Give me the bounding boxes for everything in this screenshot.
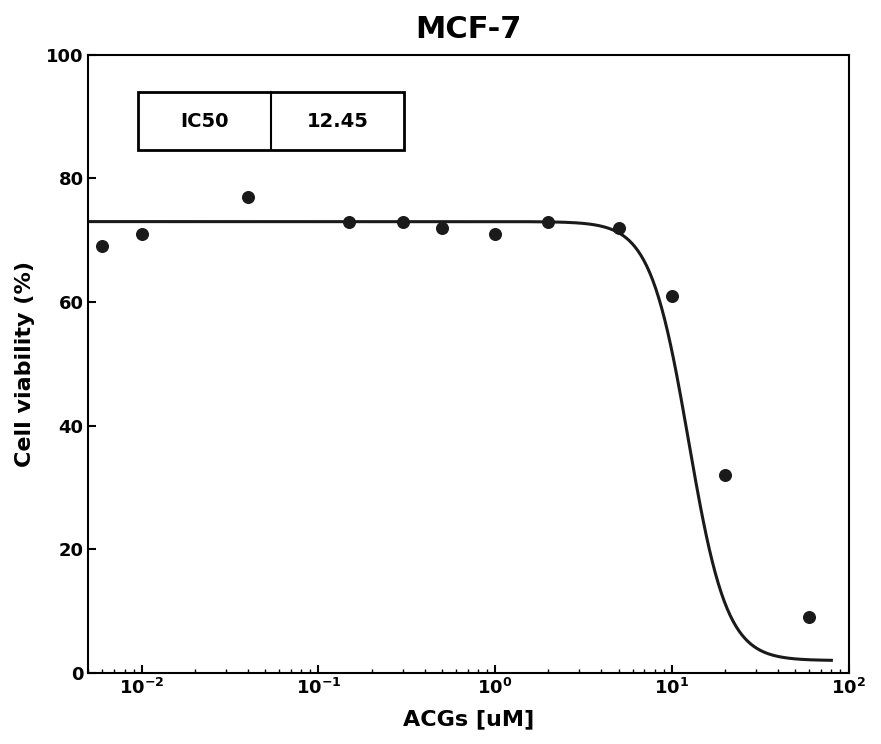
Point (488, 228, 502, 240)
Point (396, 216, 410, 228)
Text: 12.45: 12.45 (307, 112, 368, 131)
X-axis label: ACGs [uM]: ACGs [uM] (403, 709, 534, 729)
FancyBboxPatch shape (137, 92, 403, 150)
Point (343, 216, 357, 228)
Point (135, 228, 149, 240)
Point (803, 612, 817, 623)
Text: IC50: IC50 (180, 112, 229, 131)
Point (241, 191, 255, 203)
Point (665, 290, 679, 302)
Point (95, 240, 109, 252)
Point (435, 222, 449, 234)
Y-axis label: Cell viability (%): Cell viability (%) (15, 261, 35, 466)
Title: MCF-7: MCF-7 (415, 15, 522, 44)
Point (718, 469, 732, 481)
Point (541, 216, 555, 228)
Point (611, 222, 626, 234)
